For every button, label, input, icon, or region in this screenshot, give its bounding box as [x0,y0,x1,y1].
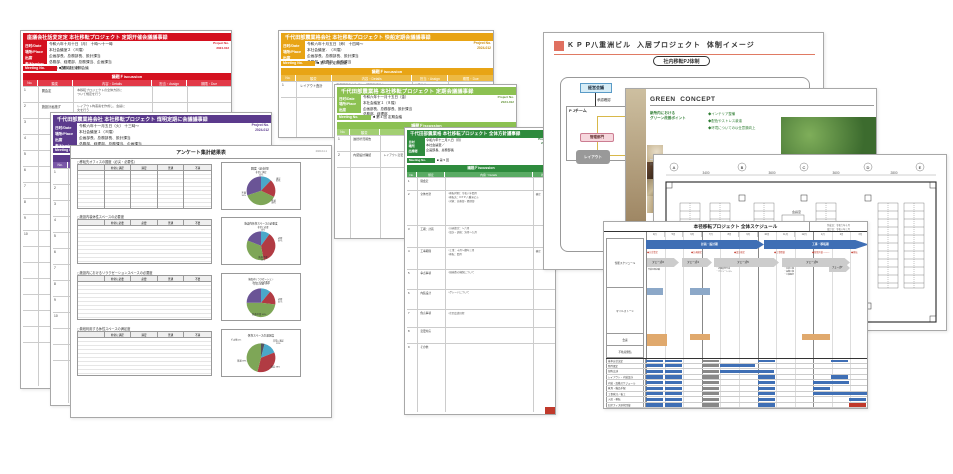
svg-text:E: E [919,165,922,170]
svg-text:非常に满足: 非常に满足 [273,339,285,343]
svg-text:2800: 2800 [890,171,897,175]
svg-text:必要: 必要 [278,236,283,240]
svg-text:休性スペースの满足度: 休性スペースの满足度 [248,334,275,338]
svg-text:会議室: 会議室 [792,209,801,214]
svg-text:48%: 48% [271,203,275,205]
svg-text:37%: 37% [278,240,282,242]
svg-text:必要: 必要 [278,297,283,301]
svg-text:D: D [867,165,870,170]
svg-text:19%: 19% [276,343,280,345]
svg-text:B: B [741,165,744,170]
svg-text:10%: 10% [261,229,265,231]
svg-text:施設内休性スペースの必要度: 施設内休性スペースの必要度 [244,222,278,226]
svg-text:C: C [803,165,806,170]
svg-text:不满: 不满 [242,191,247,195]
svg-text:30%: 30% [276,181,280,183]
svg-text:41%: 41% [278,301,282,303]
svg-text:53%: 53% [261,260,265,262]
svg-text:10%: 10% [242,195,246,197]
svg-text:3600: 3600 [832,171,839,175]
svg-text:3400: 3400 [702,171,709,175]
svg-text:圆度（必尖性）: 圆度（必尖性） [251,166,271,171]
svg-text:その他 4%: その他 4% [231,338,241,342]
svg-text:施設内リラクゼーション: 施設内リラクゼーション [248,277,274,281]
svg-text:满足: 满足 [276,176,281,180]
svg-text:普通 39%: 普通 39% [237,359,246,363]
svg-text:12%: 12% [259,174,263,176]
svg-text:3600: 3600 [768,171,775,175]
svg-text:A: A [673,165,676,170]
